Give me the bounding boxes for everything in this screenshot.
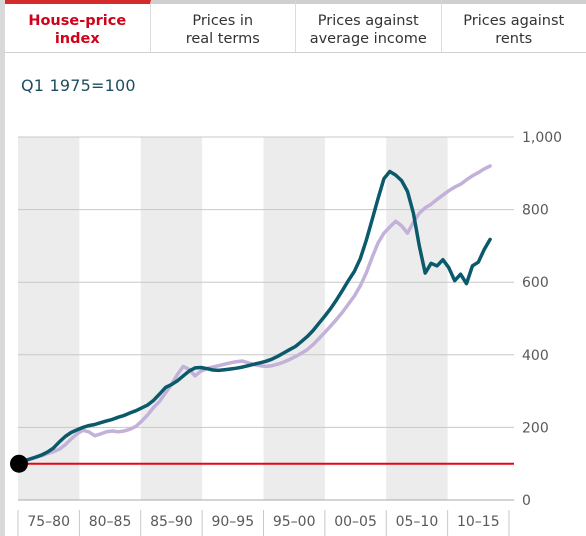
x-tick-label: 10–15 [457, 514, 500, 530]
y-tick-label: 0 [522, 493, 531, 509]
tab-prices-in-real-terms[interactable]: Prices in real terms [150, 0, 296, 52]
tab-prices-against-rents[interactable]: Prices against rents [441, 0, 586, 52]
x-tick-label: 80–85 [89, 514, 132, 530]
x-tick-label: 85–90 [150, 514, 193, 530]
chart-tabs: House-price index Prices in real terms Pri… [5, 0, 586, 53]
period-band [18, 137, 80, 500]
y-tick-label: 200 [522, 420, 549, 436]
x-tick-label: 75–80 [27, 514, 70, 530]
y-tick-label: 600 [522, 275, 549, 291]
period-band [140, 137, 203, 500]
x-tick-label: 90–95 [211, 514, 254, 530]
y-tick-label: 400 [522, 348, 549, 364]
series-line [16, 169, 492, 466]
x-tick-label: 00–05 [334, 514, 377, 530]
start-marker [10, 454, 28, 473]
left-edge-rule [0, 0, 5, 536]
x-tick-label: 05–10 [396, 514, 439, 530]
tab-prices-against-average-income[interactable]: Prices against average income [296, 0, 442, 52]
chart-unit-label: Q1 1975=100 [21, 76, 136, 95]
x-tick-label: 95–00 [273, 514, 316, 530]
tab-house-price-index[interactable]: House-price index [5, 0, 151, 52]
y-tick-label: 800 [522, 203, 549, 219]
period-band [263, 137, 325, 500]
period-band [386, 137, 448, 500]
y-tick-label: 1,000 [522, 130, 562, 146]
